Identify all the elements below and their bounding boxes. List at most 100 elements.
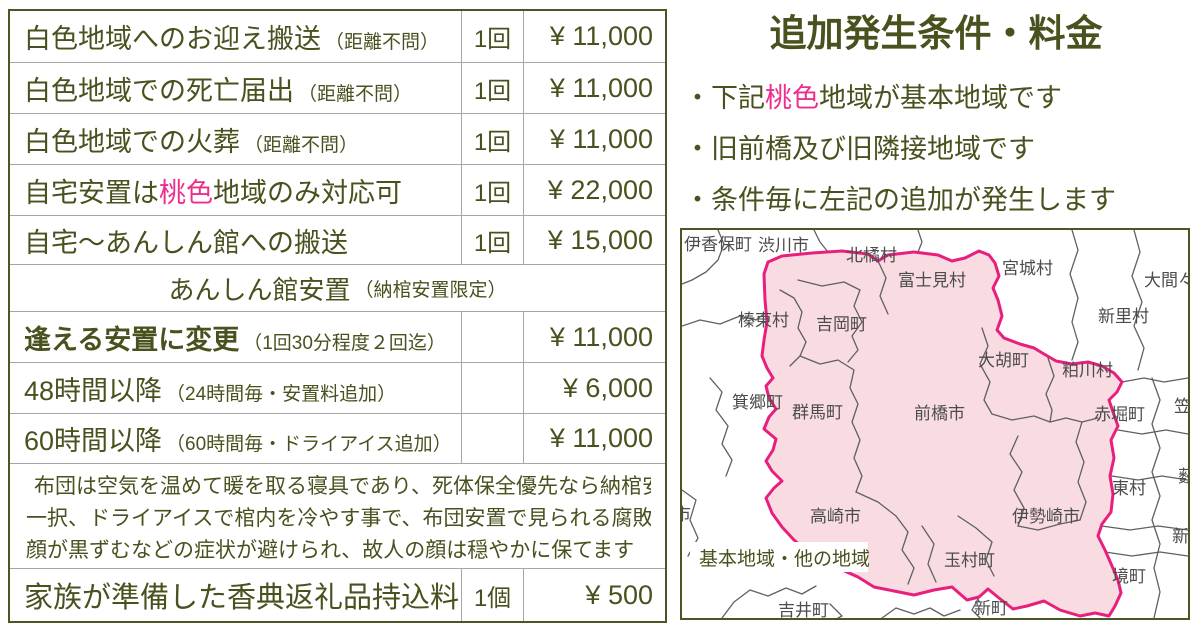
service-label: 自宅〜あんしん館への搬送 [10, 221, 461, 260]
condition-item: ・下記桃色地域が基本地域です [684, 73, 1194, 124]
service-name-pink: 桃色 [159, 177, 213, 208]
map-svg: 伊香保町 渋川市 北橘村 富士見村 宮城村 大間々 榛東村 吉岡町 新里村 大胡… [682, 230, 1188, 618]
service-note: （距離不問） [244, 134, 359, 156]
table-row-death-report: 白色地域での死亡届出 （距離不問） 1回 ¥ 11,000 [10, 62, 665, 113]
service-name: 家族が準備した香典返礼品持込料 [24, 582, 460, 614]
service-name: 60時間以降 [24, 426, 163, 456]
condition-item: ・旧前橋及び旧隣接地域です [684, 134, 1035, 164]
qty-cell: 1個 [461, 569, 523, 621]
service-name: 白色地域へのお迎え搬送 [24, 24, 321, 54]
service-note: （距離不問） [298, 83, 413, 105]
table-row-home-repose: 自宅安置は 桃色 地域のみ対応可 1回 ¥ 22,000 [10, 164, 665, 215]
basic-area-polygon [760, 249, 1124, 618]
map-label-azuma: 東村 [1112, 479, 1146, 498]
map-inner-boundaries [779, 260, 1099, 585]
section-note: （納棺安置限定） [354, 279, 507, 301]
service-area-map: 伊香保町 渋川市 北橘村 富士見村 宮城村 大間々 榛東村 吉岡町 新里村 大胡… [680, 228, 1190, 620]
legend-label: 基本地域・他の地域 [699, 548, 870, 570]
table-row-transport-hall: 自宅〜あんしん館への搬送 1回 ¥ 15,000 [10, 215, 665, 264]
qty-cell: 1回 [461, 165, 523, 215]
qty-cell-empty [461, 312, 523, 362]
price-cell: ¥ 6,000 [523, 363, 665, 413]
price-cell: ¥ 11,000 [523, 11, 665, 62]
page-title: 追加発生条件・料金 [769, 13, 1103, 54]
service-label: 逢える安置に変更 （1回30分程度２回迄） [10, 318, 461, 357]
service-label: 家族が準備した香典返礼品持込料 [10, 574, 461, 616]
map-label-misato: 箕郷町 [732, 393, 783, 412]
qty-cell: 1回 [461, 63, 523, 113]
service-label: 48時間以降 （24時間毎・安置料追加） [10, 369, 461, 408]
map-label-miyagi: 宮城村 [1002, 259, 1053, 278]
service-label: 60時間以降 （60時間毎・ドライアイス追加） [10, 419, 461, 458]
map-label-kasakake: 笠懸 [1174, 397, 1188, 416]
map-label-nitta: 新田 [1172, 527, 1188, 546]
condition-post: 地域が基本地域です [819, 83, 1062, 113]
service-name-pre: 自宅安置は [24, 177, 159, 208]
table-row-gift-bringin: 家族が準備した香典返礼品持込料 1個 ¥ 500 [10, 568, 665, 621]
map-label-ikaho: 伊香保町 [684, 235, 752, 254]
note-line: 布団は空気を温めて暖を取る寝具であり、死体保全優先なら納棺安置 [34, 475, 651, 498]
service-name: 白色地域での火葬 [24, 126, 240, 157]
map-label-fujimi: 富士見村 [898, 271, 966, 290]
map-label-isesaki: 伊勢崎市 [1012, 507, 1080, 526]
condition-item: ・条件毎に左記の追加が発生します [684, 185, 1116, 215]
service-note: （距離不問） [325, 32, 440, 53]
map-label-kasukawa: 粕川村 [1062, 361, 1113, 380]
table-row-48h: 48時間以降 （24時間毎・安置料追加） ¥ 6,000 [10, 362, 665, 413]
map-label-akabori: 赤堀町 [1094, 405, 1145, 424]
table-row-60h: 60時間以降 （60時間毎・ドライアイス追加） ¥ 11,000 [10, 413, 665, 463]
service-name: 白色地域での死亡届出 [24, 75, 294, 106]
legend-box [690, 542, 868, 572]
qty-cell: 1回 [461, 216, 523, 264]
price-cell: ¥ 11,000 [523, 114, 665, 164]
map-label-ogo: 大胡町 [978, 351, 1029, 370]
service-note: （24時間毎・安置料追加） [166, 383, 397, 405]
condition-pre: ・下記 [684, 83, 765, 113]
service-name: 自宅〜あんしん館への搬送 [24, 227, 348, 258]
table-note-paragraph: 布団は空気を温めて暖を取る寝具であり、死体保全優先なら納棺安置 一択、ドライアイ… [10, 463, 665, 568]
table-row-pickup: 白色地域へのお迎え搬送 （距離不問） 1回 ¥ 11,000 [10, 11, 665, 62]
service-label: 白色地域へのお迎え搬送 （距離不問） [10, 17, 461, 56]
price-cell: ¥ 15,000 [523, 216, 665, 264]
table-section-header: あんしん館安置 （納棺安置限定） [10, 264, 665, 311]
service-label: 自宅安置は 桃色 地域のみ対応可 [10, 171, 461, 210]
map-label-shinto: 榛東村 [738, 311, 789, 330]
map-label-shinmachi: 新町 [974, 599, 1008, 618]
price-cell: ¥ 500 [523, 569, 665, 621]
price-cell: ¥ 22,000 [523, 165, 665, 215]
service-label: 白色地域での火葬 （距離不問） [10, 120, 461, 159]
map-label-partial-shi: 市 [682, 505, 691, 524]
map-label-niisato: 新里村 [1098, 307, 1149, 326]
map-label-gunma: 群馬町 [792, 403, 843, 422]
note-line: 一択、ドライアイスで棺内を冷やす事で、布団安置で見られる腐敗で [26, 507, 651, 530]
qty-cell-empty [461, 363, 523, 413]
service-name: 48時間以降 [24, 375, 163, 406]
conditions-list: ・下記桃色地域が基本地域です ・旧前橋及び旧隣接地域です ・条件毎に左記の追加が… [684, 73, 1194, 226]
map-label-takasaki: 高崎市 [810, 507, 861, 526]
price-cell: ¥ 11,000 [523, 63, 665, 113]
price-table: 白色地域へのお迎え搬送 （距離不問） 1回 ¥ 11,000 白色地域での死亡届… [8, 9, 667, 623]
section-title: あんしん館安置 [168, 274, 351, 305]
qty-cell: 1回 [461, 114, 523, 164]
table-row-visit-repose: 逢える安置に変更 （1回30分程度２回迄） ¥ 11,000 [10, 311, 665, 362]
price-cell: ¥ 11,000 [523, 312, 665, 362]
map-label-yabuzuka: 薮塚 [1178, 467, 1188, 486]
note-line: 顔が黒ずむなどの症状が避けられ、故人の顔は穏やかに保てます [26, 539, 635, 562]
map-label-shibukawa: 渋川市 [758, 236, 809, 255]
qty-cell: 1回 [461, 11, 523, 62]
map-label-yoshioka: 吉岡町 [816, 315, 867, 334]
qty-cell-empty [461, 414, 523, 463]
map-label-omama: 大間々 [1144, 271, 1188, 290]
condition-pink: 桃色 [765, 83, 819, 113]
map-label-sakai: 境町 [1112, 567, 1146, 586]
service-name-post: 地域のみ対応可 [213, 177, 402, 208]
service-name: 逢える安置に変更 [24, 324, 240, 355]
service-label: 白色地域での死亡届出 （距離不問） [10, 69, 461, 108]
price-cell: ¥ 11,000 [523, 414, 665, 463]
map-label-tamamura: 玉村町 [944, 551, 995, 570]
map-label-yoshii: 吉井町 [778, 601, 829, 618]
map-label-kitatachibana: 北橘村 [846, 246, 897, 265]
table-row-cremation: 白色地域での火葬 （距離不問） 1回 ¥ 11,000 [10, 113, 665, 164]
service-note: （60時間毎・ドライアイス追加） [166, 434, 452, 455]
